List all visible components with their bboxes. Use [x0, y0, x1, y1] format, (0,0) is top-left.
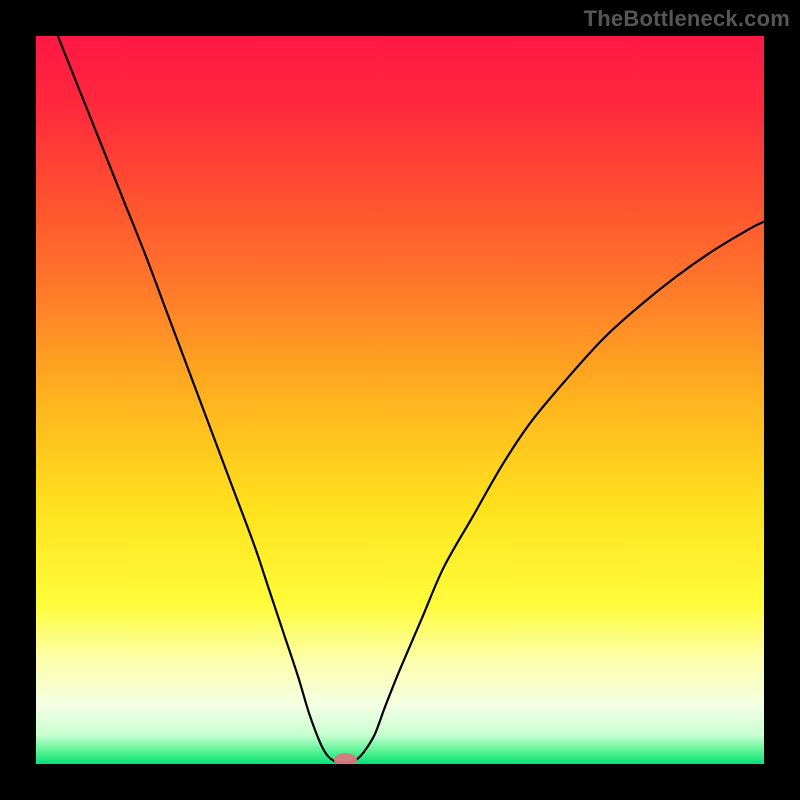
plot-area [36, 36, 764, 764]
chart-svg [36, 36, 764, 764]
gradient-background [36, 36, 764, 764]
watermark-text: TheBottleneck.com [584, 6, 790, 32]
chart-frame: TheBottleneck.com [0, 0, 800, 800]
